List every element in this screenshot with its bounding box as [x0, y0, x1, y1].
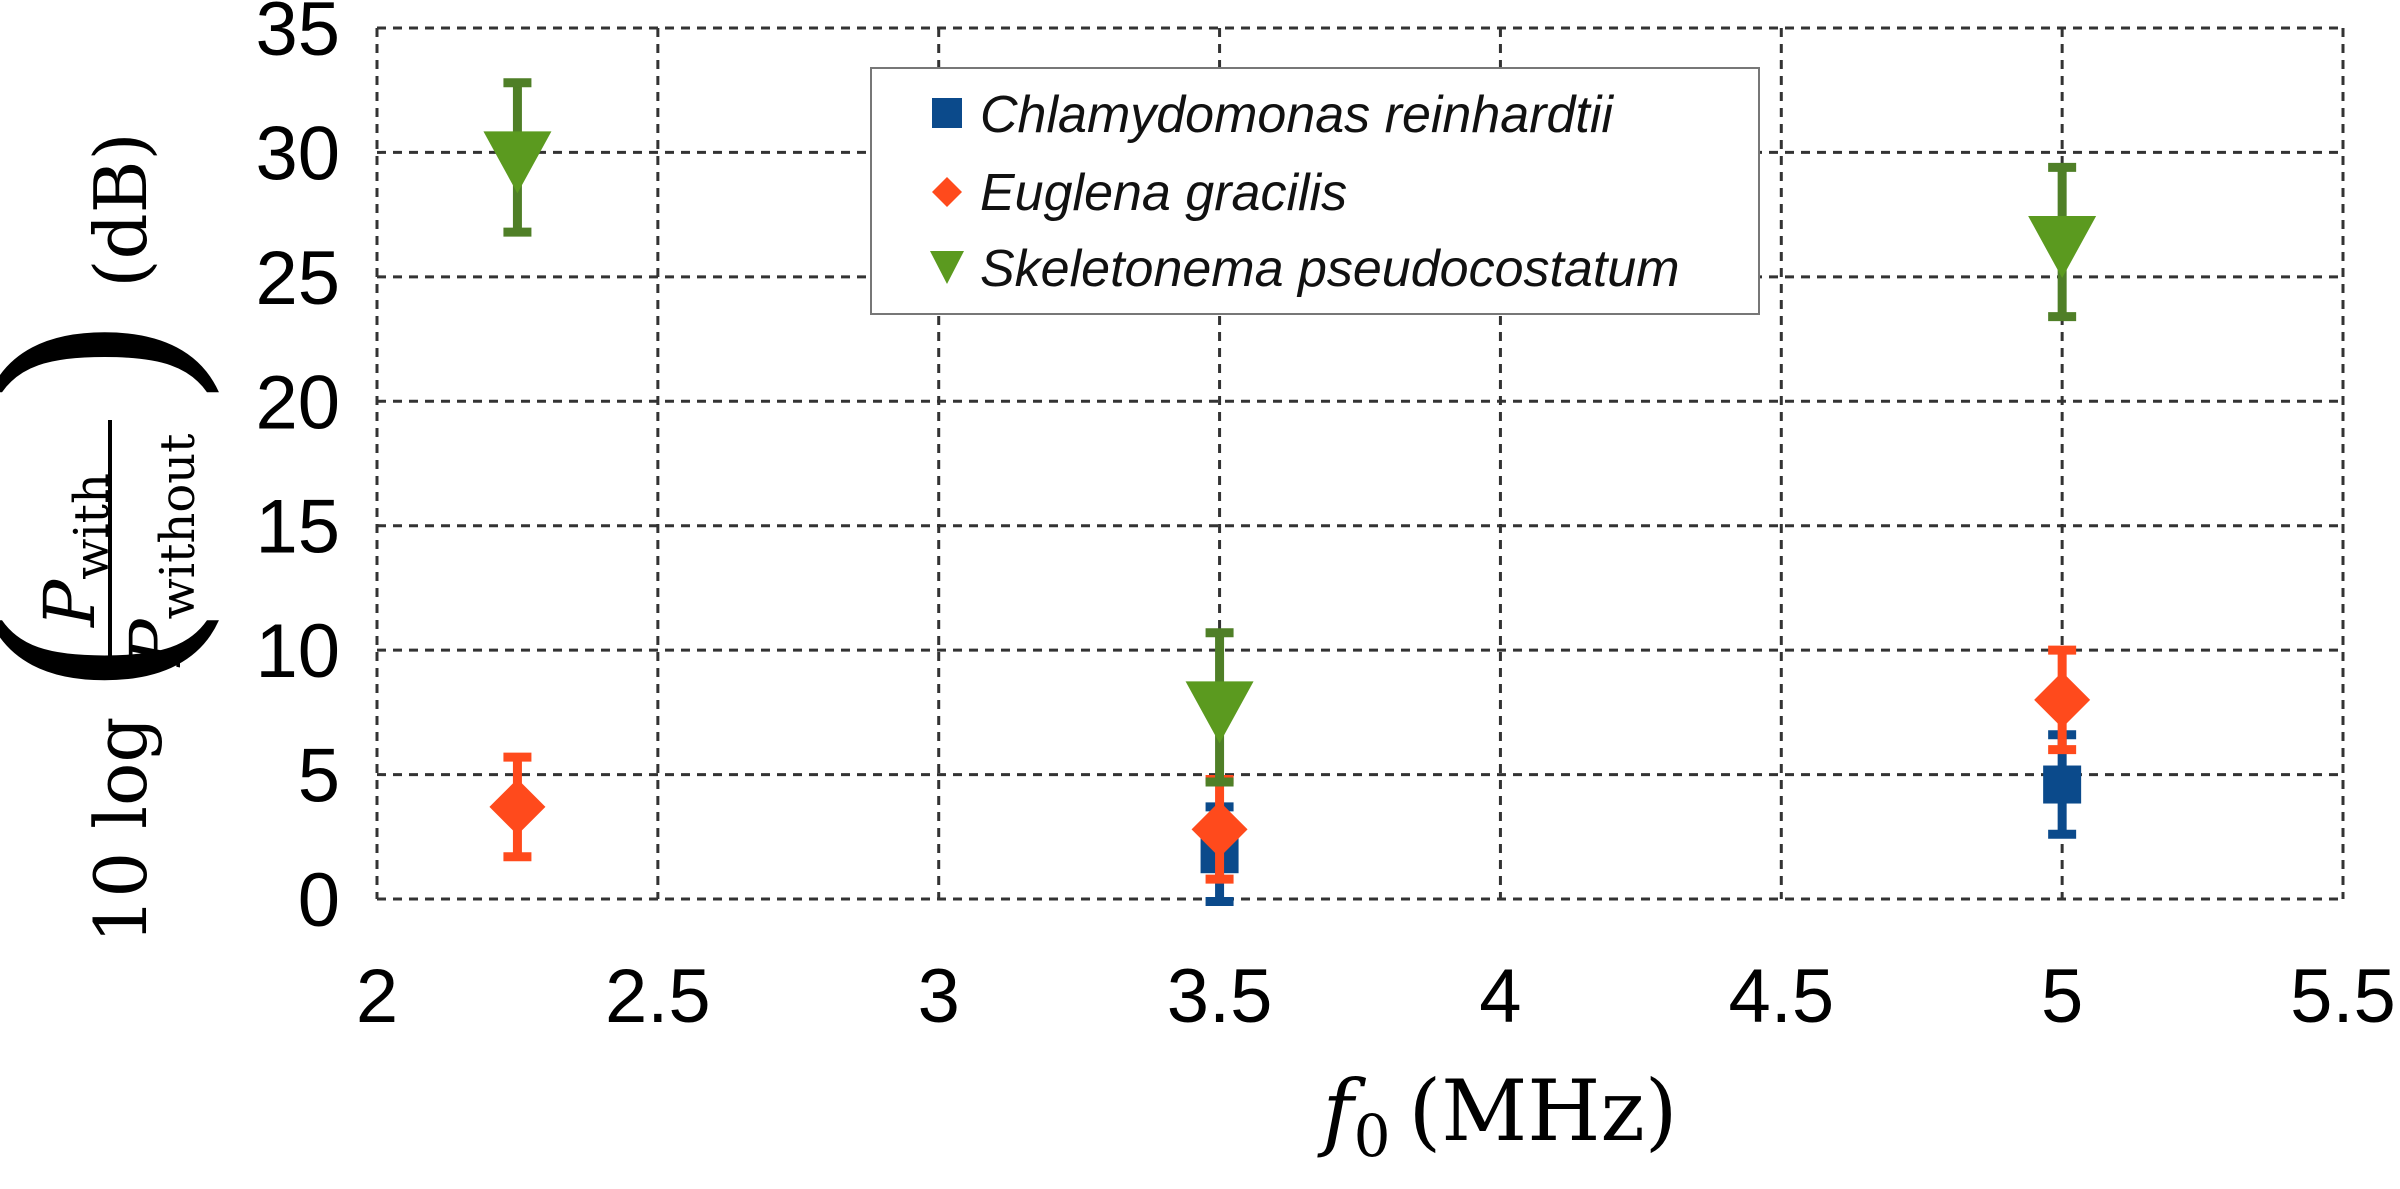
y-tick-label: 20: [255, 360, 340, 445]
x-tick-label: 4.5: [1728, 954, 1834, 1039]
data-point-triangle-down: [2028, 216, 2097, 279]
x-axis-label: f0 (MHz): [1316, 1062, 1677, 1170]
y-axis-label-denominator-var: P: [115, 617, 197, 668]
x-tick-label: 2.5: [605, 954, 711, 1039]
y-axis-label-left-paren: (: [0, 602, 239, 700]
data-point-diamond: [1191, 801, 1248, 858]
x-tick-label: 5: [2041, 954, 2083, 1039]
x-tick-label: 3: [918, 954, 960, 1039]
y-tick-label: 10: [255, 609, 340, 694]
y-tick-label: 25: [255, 236, 340, 321]
y-axis-label-denominator: Pwithout: [115, 434, 206, 669]
y-axis-label-right-paren: ): [0, 312, 239, 410]
y-tick-label: 5: [298, 734, 340, 819]
y-axis-label-numerator-var: P: [29, 578, 111, 629]
x-tick-label: 2: [356, 954, 398, 1039]
y-tick-label: 15: [255, 485, 340, 570]
legend-marker-square: [932, 98, 962, 128]
data-point-triangle-down: [483, 131, 552, 194]
y-axis-label-prefix: 10 log: [79, 717, 163, 944]
y-axis-label: 10 log ( Pwith Pwithout ) (dB): [0, 132, 239, 943]
data-point-square: [2043, 765, 2082, 804]
data-marks: [483, 78, 2097, 906]
legend-box: [870, 67, 1760, 315]
tick-labels: 2 2.5 3 3.5 4 4.5 5 5.5 0 5 10 15 20 25 30 35: [255, 0, 2395, 1039]
x-tick-label: 4: [1479, 954, 1521, 1039]
legend-label-1: Euglena gracilis: [980, 164, 1347, 222]
data-point-triangle-down: [1185, 681, 1254, 744]
y-axis-label-denominator-sub: without: [150, 434, 206, 620]
y-tick-label: 30: [255, 111, 340, 196]
x-axis-label-unit: (MHz): [1408, 1062, 1677, 1160]
y-tick-label: 0: [298, 858, 340, 943]
series-0: [1200, 730, 2082, 906]
x-tick-label: 5.5: [2290, 954, 2396, 1039]
legend-marker-diamond: [932, 177, 962, 207]
y-axis-label-unit: (dB): [79, 132, 163, 287]
series-1: [489, 645, 2091, 884]
series-2: [483, 78, 2097, 787]
x-axis-label-sub: 0: [1354, 1102, 1391, 1170]
legend-marker-triangle-down: [930, 251, 964, 284]
legend-label-0: Chlamydomonas reinhardtii: [980, 86, 1614, 144]
legend-label-2: Skeletonema pseudocostatum: [980, 240, 1680, 298]
y-tick-label: 35: [255, 0, 340, 72]
legend: Chlamydomonas reinhardtii Euglena gracil…: [870, 67, 1760, 315]
y-axis-label-numerator: Pwith: [29, 473, 120, 629]
data-point-diamond: [489, 778, 546, 835]
data-point-diamond: [2034, 671, 2091, 728]
x-tick-label: 3.5: [1167, 954, 1273, 1039]
